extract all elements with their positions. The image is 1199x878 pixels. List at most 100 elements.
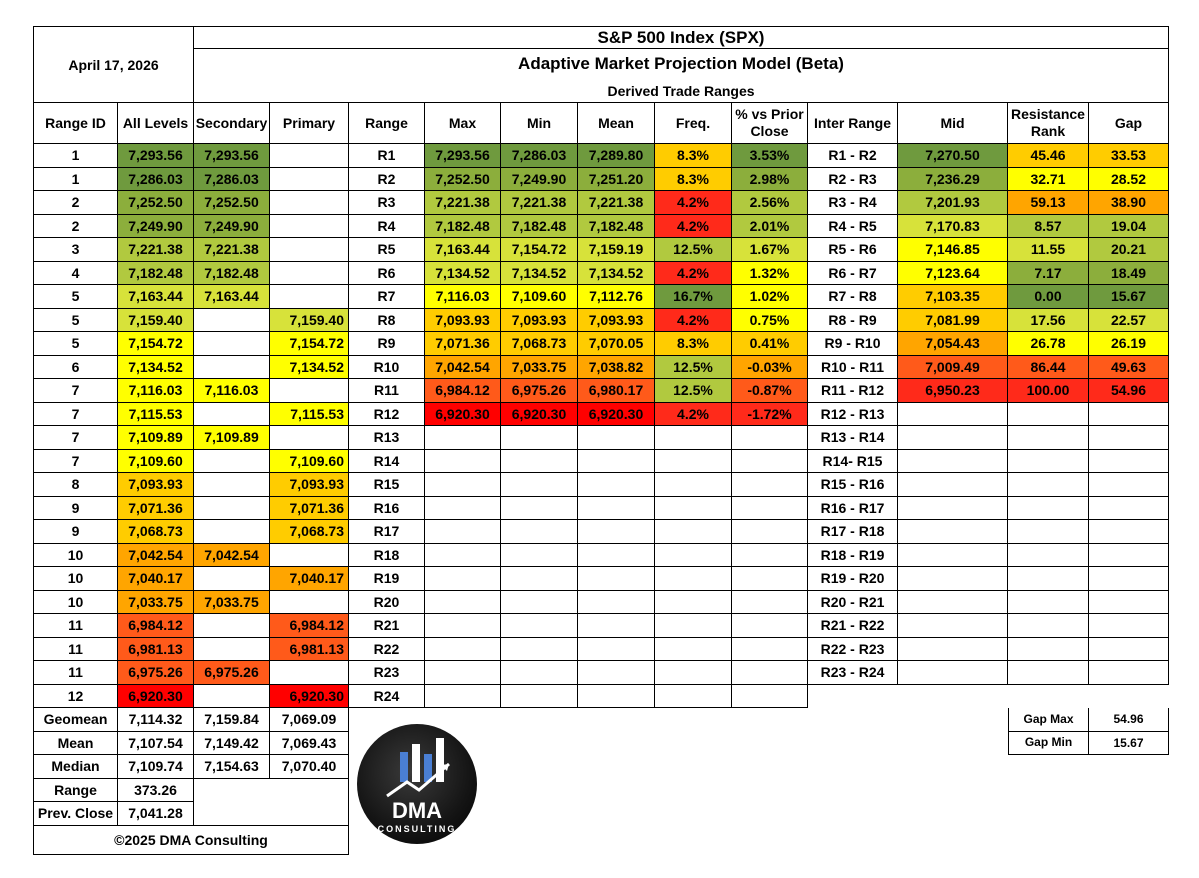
range-id: 5 bbox=[33, 332, 118, 356]
range-id: 2 bbox=[33, 214, 118, 238]
max-value bbox=[425, 426, 501, 450]
range-label: R14 bbox=[349, 449, 425, 473]
mean-value: 7,251.20 bbox=[578, 167, 655, 191]
max-value bbox=[425, 496, 501, 520]
mean-value bbox=[578, 637, 655, 661]
secondary-value: 7,163.44 bbox=[194, 285, 270, 309]
mid-value: 7,123.64 bbox=[898, 261, 1008, 285]
gap-stat-label: Gap Max bbox=[1008, 708, 1089, 732]
range-id: 3 bbox=[33, 238, 118, 262]
primary-value bbox=[270, 261, 349, 285]
range-label: R11 bbox=[349, 379, 425, 403]
inter-range-label: R23 - R24 bbox=[808, 661, 898, 685]
mean-value: 7,289.80 bbox=[578, 144, 655, 168]
range-id: 11 bbox=[33, 614, 118, 638]
gap-value: 49.63 bbox=[1089, 355, 1169, 379]
column-header: Secondary bbox=[194, 103, 270, 144]
min-value: 7,093.93 bbox=[501, 308, 578, 332]
secondary-value bbox=[194, 614, 270, 638]
primary-value bbox=[270, 661, 349, 685]
mid-value: 7,103.35 bbox=[898, 285, 1008, 309]
gap-value bbox=[1089, 543, 1169, 567]
inter-range-label: R17 - R18 bbox=[808, 520, 898, 544]
gap-value bbox=[1089, 661, 1169, 685]
all-levels-value: 7,116.03 bbox=[118, 379, 194, 403]
stat-label: Geomean bbox=[33, 708, 118, 732]
gap-value bbox=[1089, 449, 1169, 473]
copyright-footer: ©2025 DMA Consulting bbox=[33, 825, 349, 855]
max-value: 7,042.54 bbox=[425, 355, 501, 379]
inter-range-label: R16 - R17 bbox=[808, 496, 898, 520]
mid-value: 7,081.99 bbox=[898, 308, 1008, 332]
secondary-value bbox=[194, 567, 270, 591]
mid-value bbox=[898, 543, 1008, 567]
resistance-rank: 11.55 bbox=[1008, 238, 1089, 262]
column-header: Freq. bbox=[655, 103, 732, 144]
min-value: 7,182.48 bbox=[501, 214, 578, 238]
range-id: 7 bbox=[33, 402, 118, 426]
freq-value: 4.2% bbox=[655, 191, 732, 215]
pct-prior-close: 1.02% bbox=[732, 285, 808, 309]
stat-primary: 7,069.43 bbox=[270, 731, 349, 755]
gap-value: 26.19 bbox=[1089, 332, 1169, 356]
all-levels-value: 7,068.73 bbox=[118, 520, 194, 544]
min-value bbox=[501, 449, 578, 473]
max-value: 7,252.50 bbox=[425, 167, 501, 191]
all-levels-value: 7,286.03 bbox=[118, 167, 194, 191]
range-label: R5 bbox=[349, 238, 425, 262]
freq-value: 12.5% bbox=[655, 238, 732, 262]
min-value bbox=[501, 426, 578, 450]
all-levels-value: 7,221.38 bbox=[118, 238, 194, 262]
min-value bbox=[501, 520, 578, 544]
all-levels-value: 7,093.93 bbox=[118, 473, 194, 497]
range-label: R9 bbox=[349, 332, 425, 356]
inter-range-label: R4 - R5 bbox=[808, 214, 898, 238]
stat-secondary: 7,149.42 bbox=[194, 731, 270, 755]
mean-value bbox=[578, 496, 655, 520]
range-label: R8 bbox=[349, 308, 425, 332]
mid-value bbox=[898, 496, 1008, 520]
gap-value: 20.21 bbox=[1089, 238, 1169, 262]
primary-value bbox=[270, 379, 349, 403]
mean-value bbox=[578, 614, 655, 638]
max-value bbox=[425, 661, 501, 685]
range-label: R17 bbox=[349, 520, 425, 544]
range-id: 5 bbox=[33, 308, 118, 332]
gap-value bbox=[1089, 402, 1169, 426]
range-id: 1 bbox=[33, 167, 118, 191]
mean-value bbox=[578, 590, 655, 614]
gap-value: 18.49 bbox=[1089, 261, 1169, 285]
secondary-value bbox=[194, 402, 270, 426]
resistance-rank bbox=[1008, 402, 1089, 426]
mean-value bbox=[578, 449, 655, 473]
max-value bbox=[425, 684, 501, 708]
column-header: All Levels bbox=[118, 103, 194, 144]
inter-range-label: R2 - R3 bbox=[808, 167, 898, 191]
all-levels-value: 6,984.12 bbox=[118, 614, 194, 638]
freq-value bbox=[655, 520, 732, 544]
range-id: 10 bbox=[33, 543, 118, 567]
inter-range-label: R14- R15 bbox=[808, 449, 898, 473]
gap-value: 54.96 bbox=[1089, 379, 1169, 403]
column-header: Mean bbox=[578, 103, 655, 144]
all-levels-value: 7,182.48 bbox=[118, 261, 194, 285]
max-value: 7,071.36 bbox=[425, 332, 501, 356]
all-levels-value: 7,040.17 bbox=[118, 567, 194, 591]
all-levels-value: 7,033.75 bbox=[118, 590, 194, 614]
resistance-rank bbox=[1008, 567, 1089, 591]
column-header: Mid bbox=[898, 103, 1008, 144]
range-id: 7 bbox=[33, 449, 118, 473]
page-title: S&P 500 Index (SPX) bbox=[194, 26, 1169, 49]
min-value: 7,286.03 bbox=[501, 144, 578, 168]
range-id: 6 bbox=[33, 355, 118, 379]
min-value: 7,033.75 bbox=[501, 355, 578, 379]
secondary-value: 7,116.03 bbox=[194, 379, 270, 403]
inter-range-label: R7 - R8 bbox=[808, 285, 898, 309]
resistance-rank: 0.00 bbox=[1008, 285, 1089, 309]
min-value bbox=[501, 684, 578, 708]
stat-label: Range bbox=[33, 778, 118, 802]
pct-prior-close: -0.87% bbox=[732, 379, 808, 403]
freq-value: 8.3% bbox=[655, 167, 732, 191]
model-title: Adaptive Market Projection Model (Beta) bbox=[194, 49, 1169, 79]
inter-range-label: R21 - R22 bbox=[808, 614, 898, 638]
